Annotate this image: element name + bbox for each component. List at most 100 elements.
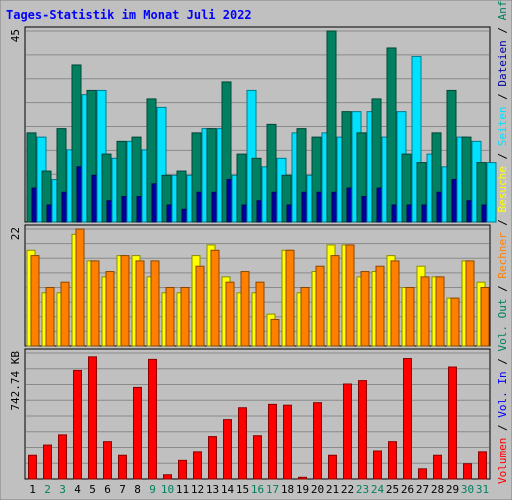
day-label: 3 [59, 483, 66, 496]
bar-volumen-day-9 [148, 358, 157, 480]
bar-rechner-day-14 [225, 281, 235, 347]
panel-visits-ymax-label: 22 [9, 227, 22, 240]
day-label: 12 [191, 483, 204, 496]
bar-rechner-day-27 [420, 276, 430, 347]
day-label: 6 [104, 483, 111, 496]
bar-volumen-day-13 [208, 436, 217, 480]
bar-volumen-day-7 [118, 454, 127, 480]
day-label: 21 [326, 483, 339, 496]
bar-volumen-day-6 [103, 441, 112, 480]
day-label: 17 [266, 483, 279, 496]
bar-volumen-day-5 [88, 356, 97, 480]
bar-rechner-day-25 [390, 260, 400, 347]
day-label: 5 [89, 483, 96, 496]
bar-rechner-day-7 [120, 255, 130, 347]
bar-rechner-day-9 [150, 260, 160, 347]
day-label: 16 [251, 483, 264, 496]
bar-volumen-day-31 [478, 451, 487, 480]
day-label: 26 [401, 483, 414, 496]
bar-rechner-day-28 [435, 276, 445, 347]
bar-rechner-day-23 [360, 271, 370, 347]
legend-item-anfragen: Anfragen [496, 0, 509, 20]
legend-separator: / [496, 20, 509, 40]
day-label: 18 [281, 483, 294, 496]
bar-rechner-day-4 [75, 228, 85, 347]
bar-rechner-day-18 [285, 249, 295, 347]
bar-rechner-day-3 [60, 281, 70, 347]
bar-rechner-day-6 [105, 271, 115, 347]
day-label: 24 [371, 483, 385, 496]
bar-volumen-day-22 [343, 383, 352, 480]
day-label: 10 [161, 483, 174, 496]
day-label: 11 [176, 483, 189, 496]
bar-rechner-day-17 [270, 318, 280, 347]
bar-rechner-day-10 [165, 287, 175, 347]
panels: 45 22 742.74 KB [9, 26, 497, 480]
panel-volume: 742.74 KB [9, 348, 491, 480]
bar-volumen-day-18 [283, 404, 292, 480]
legend-item-seiten: Seiten [496, 106, 509, 146]
day-label: 14 [221, 483, 235, 496]
day-label: 23 [356, 483, 369, 496]
day-label: 31 [476, 483, 489, 496]
bar-rechner-day-26 [405, 287, 415, 347]
day-label: 8 [134, 483, 141, 496]
day-label: 15 [236, 483, 249, 496]
legend-item-vol-in: Vol. In [496, 371, 509, 417]
day-label: 2 [44, 483, 51, 496]
bar-rechner-day-16 [255, 281, 265, 347]
day-label: 7 [119, 483, 126, 496]
bar-volumen-day-10 [163, 474, 172, 480]
bar-volumen-day-30 [463, 463, 472, 480]
legend-separator: / [496, 418, 509, 438]
right-legend-text: Volumen / Vol. In / Vol. Out / Rechner /… [496, 0, 509, 484]
day-label: 13 [206, 483, 219, 496]
bar-rechner-day-11 [180, 287, 190, 347]
bar-rechner-day-13 [210, 249, 220, 347]
legend-separator: / [496, 279, 509, 299]
day-label: 20 [311, 483, 324, 496]
day-label: 27 [416, 483, 429, 496]
bar-volumen-day-4 [73, 369, 82, 480]
bar-rechner-day-22 [345, 244, 355, 347]
bar-volumen-day-28 [433, 454, 442, 480]
legend-separator: / [496, 352, 509, 372]
panel-volume-ymax-label: 742.74 KB [9, 351, 22, 411]
day-label: 28 [431, 483, 444, 496]
bar-volumen-day-12 [193, 451, 202, 480]
bar-volumen-day-26 [403, 358, 412, 480]
bar-rechner-day-1 [30, 255, 40, 347]
bar-rechner-day-8 [135, 260, 145, 347]
legend-separator: / [496, 146, 509, 166]
bar-rechner-day-12 [195, 265, 205, 347]
bar-rechner-day-20 [315, 265, 325, 347]
bar-rechner-day-15 [240, 271, 250, 347]
bar-volumen-day-20 [313, 402, 322, 480]
bar-rechner-day-5 [90, 260, 100, 347]
bar-volumen-day-21 [328, 454, 337, 480]
day-label: 22 [341, 483, 354, 496]
bar-volumen-day-23 [358, 380, 367, 480]
legend-item-rechner: Rechner [496, 232, 509, 279]
bar-volumen-day-27 [418, 468, 427, 480]
bar-anfragen-day-25 [386, 47, 397, 223]
day-label: 30 [461, 483, 474, 496]
legend-item-volumen: Volumen [496, 438, 509, 484]
day-label: 4 [74, 483, 81, 496]
day-label: 9 [149, 483, 156, 496]
bar-volumen-day-16 [253, 435, 262, 480]
bar-volumen-day-29 [448, 366, 457, 480]
legend-separator: / [496, 212, 509, 232]
bar-rechner-day-31 [480, 287, 490, 347]
legend-item-vol-out: Vol. Out [496, 299, 509, 352]
bar-rechner-day-19 [300, 287, 310, 347]
bar-volumen-day-24 [373, 450, 382, 480]
right-legend: Volumen / Vol. In / Vol. Out / Rechner /… [496, 0, 509, 484]
panel-visits: 22 [9, 224, 491, 347]
bar-volumen-day-3 [58, 434, 67, 480]
bar-volumen-day-14 [223, 419, 232, 480]
bar-volumen-day-15 [238, 407, 247, 480]
bar-rechner-day-30 [465, 260, 475, 347]
